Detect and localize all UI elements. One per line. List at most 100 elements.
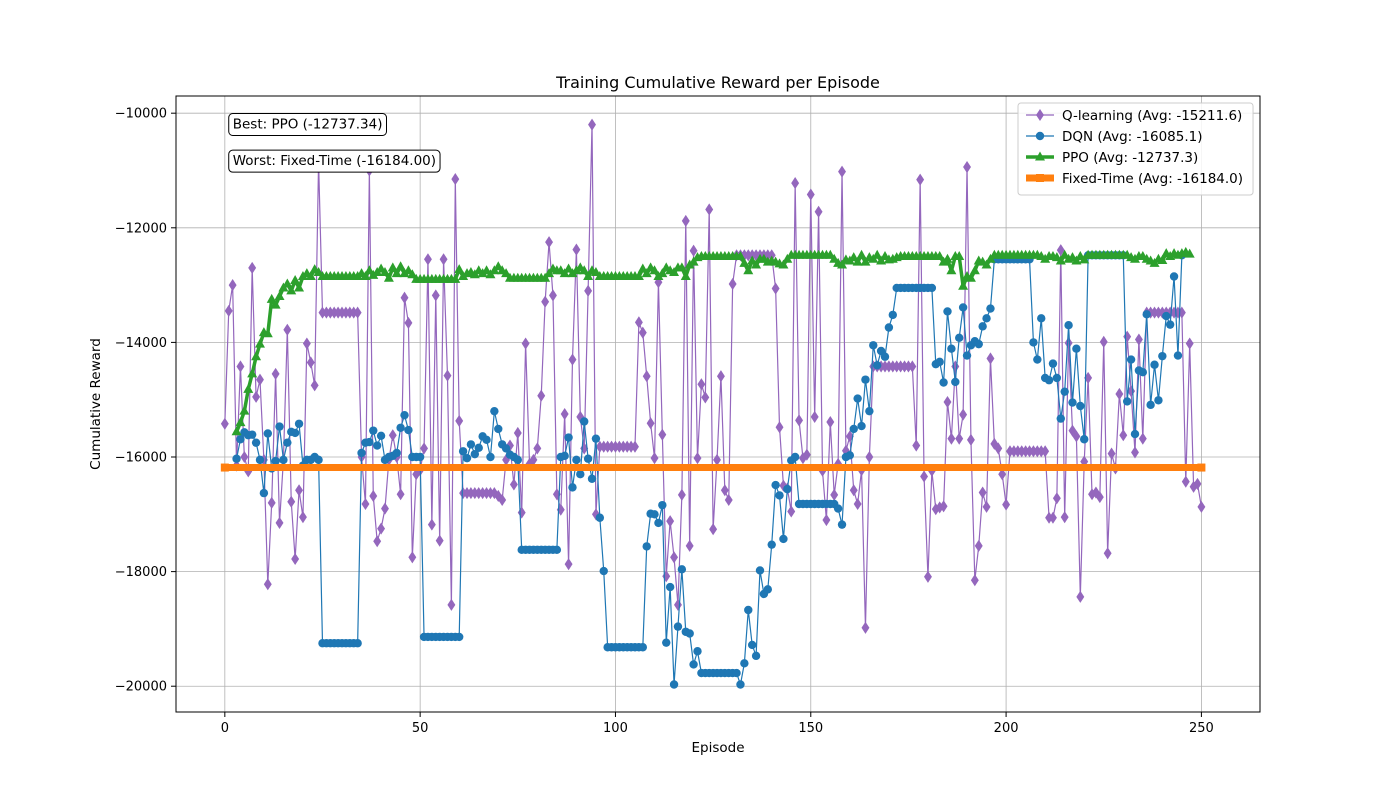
data-point (943, 395, 952, 409)
data-point (591, 434, 601, 443)
data-point (381, 502, 389, 515)
data-point (501, 444, 511, 453)
data-point (744, 605, 753, 615)
data-point (735, 250, 746, 260)
data-point (920, 470, 929, 483)
data-point (560, 407, 569, 421)
data-point (533, 442, 542, 455)
data-point (970, 574, 979, 587)
data-point (396, 423, 405, 432)
data-point (634, 316, 643, 329)
data-point (266, 293, 277, 303)
data-point (865, 450, 874, 464)
data-point (1107, 447, 1116, 460)
data-point (982, 314, 991, 323)
y-axis-title: Cumulative Reward (88, 338, 104, 470)
x-tick-label: 200 (994, 721, 1019, 736)
data-point (568, 483, 577, 492)
data-point (790, 452, 800, 462)
data-point (1048, 359, 1058, 368)
data-point (912, 439, 921, 452)
data-point (353, 639, 362, 648)
data-point (681, 214, 690, 227)
data-point (939, 500, 948, 513)
y-tick-label: −12000 (115, 221, 167, 236)
annotation-text: Worst: Fixed-Time (-16184.00) (233, 153, 436, 169)
data-point (951, 377, 960, 387)
data-point (387, 262, 398, 272)
data-point (935, 357, 944, 367)
data-point (462, 453, 472, 463)
data-point (482, 435, 491, 445)
data-point (994, 442, 1003, 455)
data-point (521, 337, 530, 350)
data-point (271, 367, 280, 380)
data-point (1002, 498, 1011, 511)
data-point (513, 455, 523, 465)
data-point (787, 505, 796, 518)
data-point (1142, 310, 1151, 319)
data-point (239, 405, 250, 415)
data-point (669, 266, 680, 276)
y-tick-label: −18000 (115, 565, 167, 580)
data-point (314, 455, 323, 465)
data-point (697, 378, 706, 391)
data-point (240, 450, 249, 464)
data-point (978, 322, 987, 331)
data-point (369, 489, 378, 503)
data-point (282, 278, 293, 288)
data-point (986, 352, 995, 365)
data-point (872, 249, 883, 259)
data-point (435, 534, 444, 547)
data-point (1185, 337, 1194, 350)
legend-label: DQN (Avg: -16085.1) (1062, 129, 1202, 145)
data-point (666, 515, 675, 528)
data-point (654, 518, 663, 528)
data-point (848, 252, 859, 262)
data-point (583, 271, 594, 281)
data-point (751, 651, 761, 661)
data-point (642, 370, 651, 383)
data-point (568, 353, 577, 366)
data-point (947, 432, 956, 445)
data-point (638, 326, 647, 339)
data-point (927, 283, 937, 293)
grid-layer (176, 96, 1260, 712)
data-point (1060, 511, 1069, 524)
data-point (779, 534, 788, 544)
data-point (540, 272, 551, 282)
data-point (861, 375, 870, 384)
data-point (1134, 333, 1143, 346)
data-point (1091, 486, 1100, 499)
data-point (439, 253, 448, 266)
data-point (1173, 351, 1183, 360)
data-point (775, 421, 784, 434)
legend: Q-learning (Avg: -15211.6) DQN (Avg: -160… (1017, 102, 1254, 196)
data-point (689, 244, 698, 257)
data-point (959, 408, 968, 421)
data-point (1181, 475, 1190, 488)
data-point (1146, 400, 1155, 410)
data-point (247, 368, 258, 378)
data-point (560, 451, 569, 461)
data-point (388, 429, 397, 442)
x-axis-title: Episode (691, 740, 744, 756)
data-point (860, 256, 871, 266)
data-point (256, 373, 264, 386)
data-point (1099, 335, 1108, 348)
data-point (649, 265, 660, 275)
data-point (270, 299, 281, 309)
data-point (1037, 314, 1046, 323)
data-point (1079, 254, 1090, 264)
legend-marker (1035, 131, 1045, 141)
data-point (1068, 398, 1077, 407)
data-point (248, 261, 257, 274)
data-point (255, 455, 265, 465)
data-point (689, 660, 698, 669)
data-point (673, 622, 683, 631)
annotation-box (228, 113, 388, 137)
annotation-1: Worst: Fixed-Time (-16184.00) (228, 149, 441, 173)
data-point (942, 253, 953, 263)
data-point (709, 523, 718, 536)
series-3 (220, 463, 1206, 472)
